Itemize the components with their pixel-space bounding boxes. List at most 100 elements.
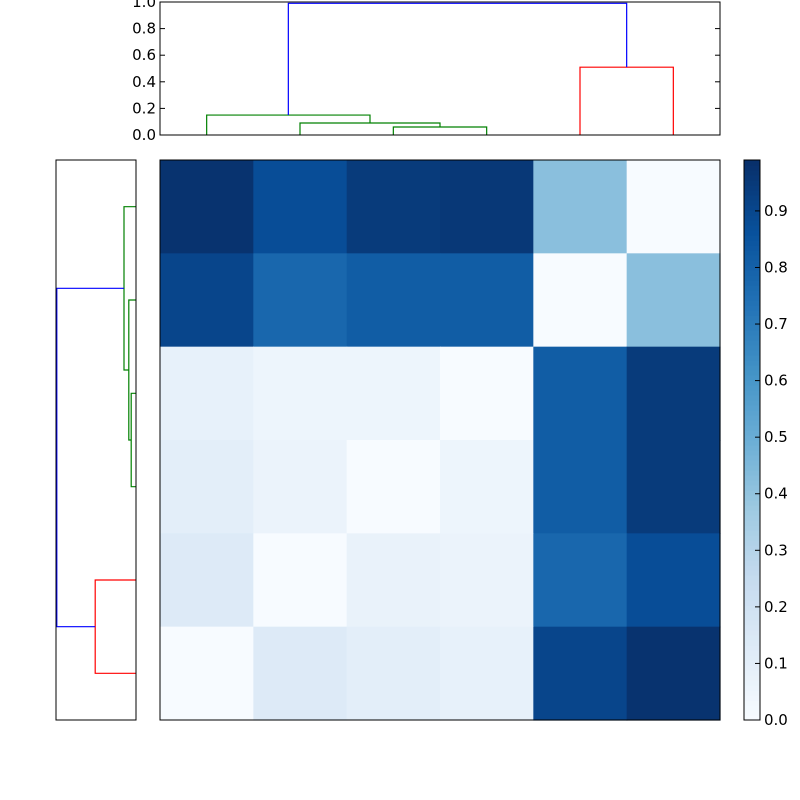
heatmap-cell-r5-c4: [533, 626, 628, 721]
colorbar-segment-54: [744, 445, 760, 451]
colorbar-segment-92: [744, 255, 760, 261]
heatmap-cell-r5-c5: [626, 626, 721, 721]
colorbar-segment-100: [744, 215, 760, 221]
heatmap: [159, 159, 721, 721]
colorbar-segment-21: [744, 610, 760, 616]
colorbar-segment-23: [744, 600, 760, 606]
colorbar-segment-63: [744, 400, 760, 406]
heatmap-cell-r2-c1: [253, 346, 348, 441]
colorbar-segment-62: [744, 405, 760, 411]
colorbar-segment-61: [744, 410, 760, 416]
heatmap-cell-r1-c1: [253, 253, 348, 348]
heatmap-cell-r4-c5: [626, 533, 721, 628]
heatmap-cell-r0-c0: [160, 160, 254, 254]
colorbar-segment-71: [744, 360, 760, 366]
colorbar-segment-3: [744, 700, 760, 706]
heatmap-cell-r4-c1: [253, 533, 348, 628]
top-dendrogram-tick-label-3: 0.6: [132, 46, 156, 64]
colorbar-segment-12: [744, 655, 760, 661]
heatmap-cell-r0-c5: [626, 160, 721, 254]
colorbar-segment-66: [744, 385, 760, 391]
heatmap-cell-r3-c3: [440, 440, 534, 534]
colorbar-segment-11: [744, 660, 760, 666]
top-dendrogram-tick-label-2: 0.4: [132, 73, 156, 91]
colorbar-segment-87: [744, 280, 760, 286]
top-dendrogram-tick-label-4: 0.8: [132, 20, 156, 38]
colorbar-segment-103: [744, 200, 760, 206]
colorbar-segment-95: [744, 240, 760, 246]
colorbar-segment-8: [744, 675, 760, 681]
heatmap-cell-r5-c2: [346, 626, 441, 721]
heatmap-cell-r2-c5: [626, 346, 721, 441]
colorbar-segment-85: [744, 290, 760, 296]
colorbar-segment-67: [744, 380, 760, 386]
colorbar-tick-label-7: 0.7: [764, 315, 788, 333]
colorbar-tick-label-4: 0.4: [764, 485, 788, 503]
heatmap-cell-r2-c3: [440, 346, 534, 441]
heatmap-cell-r0-c4: [533, 160, 628, 254]
heatmap-cell-r2-c0: [160, 346, 254, 441]
colorbar-segment-24: [744, 595, 760, 601]
colorbar-segment-73: [744, 350, 760, 356]
colorbar-segment-37: [744, 530, 760, 536]
colorbar-segment-76: [744, 335, 760, 341]
colorbar-segment-28: [744, 575, 760, 581]
colorbar-segment-72: [744, 355, 760, 361]
colorbar-segment-35: [744, 540, 760, 546]
colorbar-segment-106: [744, 185, 760, 191]
colorbar-segment-50: [744, 465, 760, 471]
colorbar-segment-33: [744, 550, 760, 556]
colorbar-segment-69: [744, 370, 760, 376]
colorbar-segment-110: [744, 165, 760, 171]
colorbar-segment-17: [744, 630, 760, 636]
heatmap-cell-r0-c3: [440, 160, 534, 254]
top-dendrogram-tick-label-5: 1.0: [132, 0, 156, 11]
colorbar-segment-40: [744, 515, 760, 521]
heatmap-cell-r5-c1: [253, 626, 348, 721]
colorbar-segment-56: [744, 435, 760, 441]
colorbar-segment-10: [744, 665, 760, 671]
colorbar-segment-111: [744, 160, 760, 166]
colorbar-segment-86: [744, 285, 760, 291]
colorbar-segment-64: [744, 395, 760, 401]
colorbar-tick-label-5: 0.5: [764, 428, 788, 446]
heatmap-cell-r5-c0: [160, 626, 254, 721]
colorbar-segment-45: [744, 490, 760, 496]
colorbar-segment-108: [744, 175, 760, 181]
colorbar-segment-88: [744, 275, 760, 281]
colorbar-segment-42: [744, 505, 760, 511]
colorbar-segment-36: [744, 535, 760, 541]
heatmap-cell-r4-c3: [440, 533, 534, 628]
top-dendrogram-tick-label-1: 0.2: [132, 99, 156, 117]
heatmap-cell-r0-c1: [253, 160, 348, 254]
heatmap-cell-r4-c4: [533, 533, 628, 628]
heatmap-cell-r2-c2: [346, 346, 441, 441]
colorbar-segment-77: [744, 330, 760, 336]
colorbar-segment-31: [744, 560, 760, 566]
colorbar-segment-49: [744, 470, 760, 476]
colorbar-segment-94: [744, 245, 760, 251]
colorbar-segment-15: [744, 640, 760, 646]
colorbar-segment-44: [744, 495, 760, 501]
colorbar-segment-7: [744, 680, 760, 686]
colorbar-segment-38: [744, 525, 760, 531]
colorbar-segment-16: [744, 635, 760, 641]
top-dendrogram-frame: [159, 1, 721, 136]
colorbar-segment-81: [744, 310, 760, 316]
colorbar-segment-1: [744, 710, 760, 716]
colorbar-segment-51: [744, 460, 760, 466]
left-dendrogram: [55, 159, 137, 721]
heatmap-cell-r3-c1: [253, 440, 348, 534]
colorbar-tick-label-8: 0.8: [764, 258, 788, 276]
colorbar-segment-70: [744, 365, 760, 371]
colorbar-segment-43: [744, 500, 760, 506]
colorbar-tick-label-3: 0.3: [764, 541, 788, 559]
colorbar-segment-25: [744, 590, 760, 596]
colorbar-segment-98: [744, 225, 760, 231]
colorbar-tick-label-0: 0.0: [764, 711, 788, 729]
colorbar-segment-41: [744, 510, 760, 516]
heatmap-cell-r1-c4: [533, 253, 628, 348]
colorbar-segment-14: [744, 645, 760, 651]
heatmap-cell-r1-c2: [346, 253, 441, 348]
